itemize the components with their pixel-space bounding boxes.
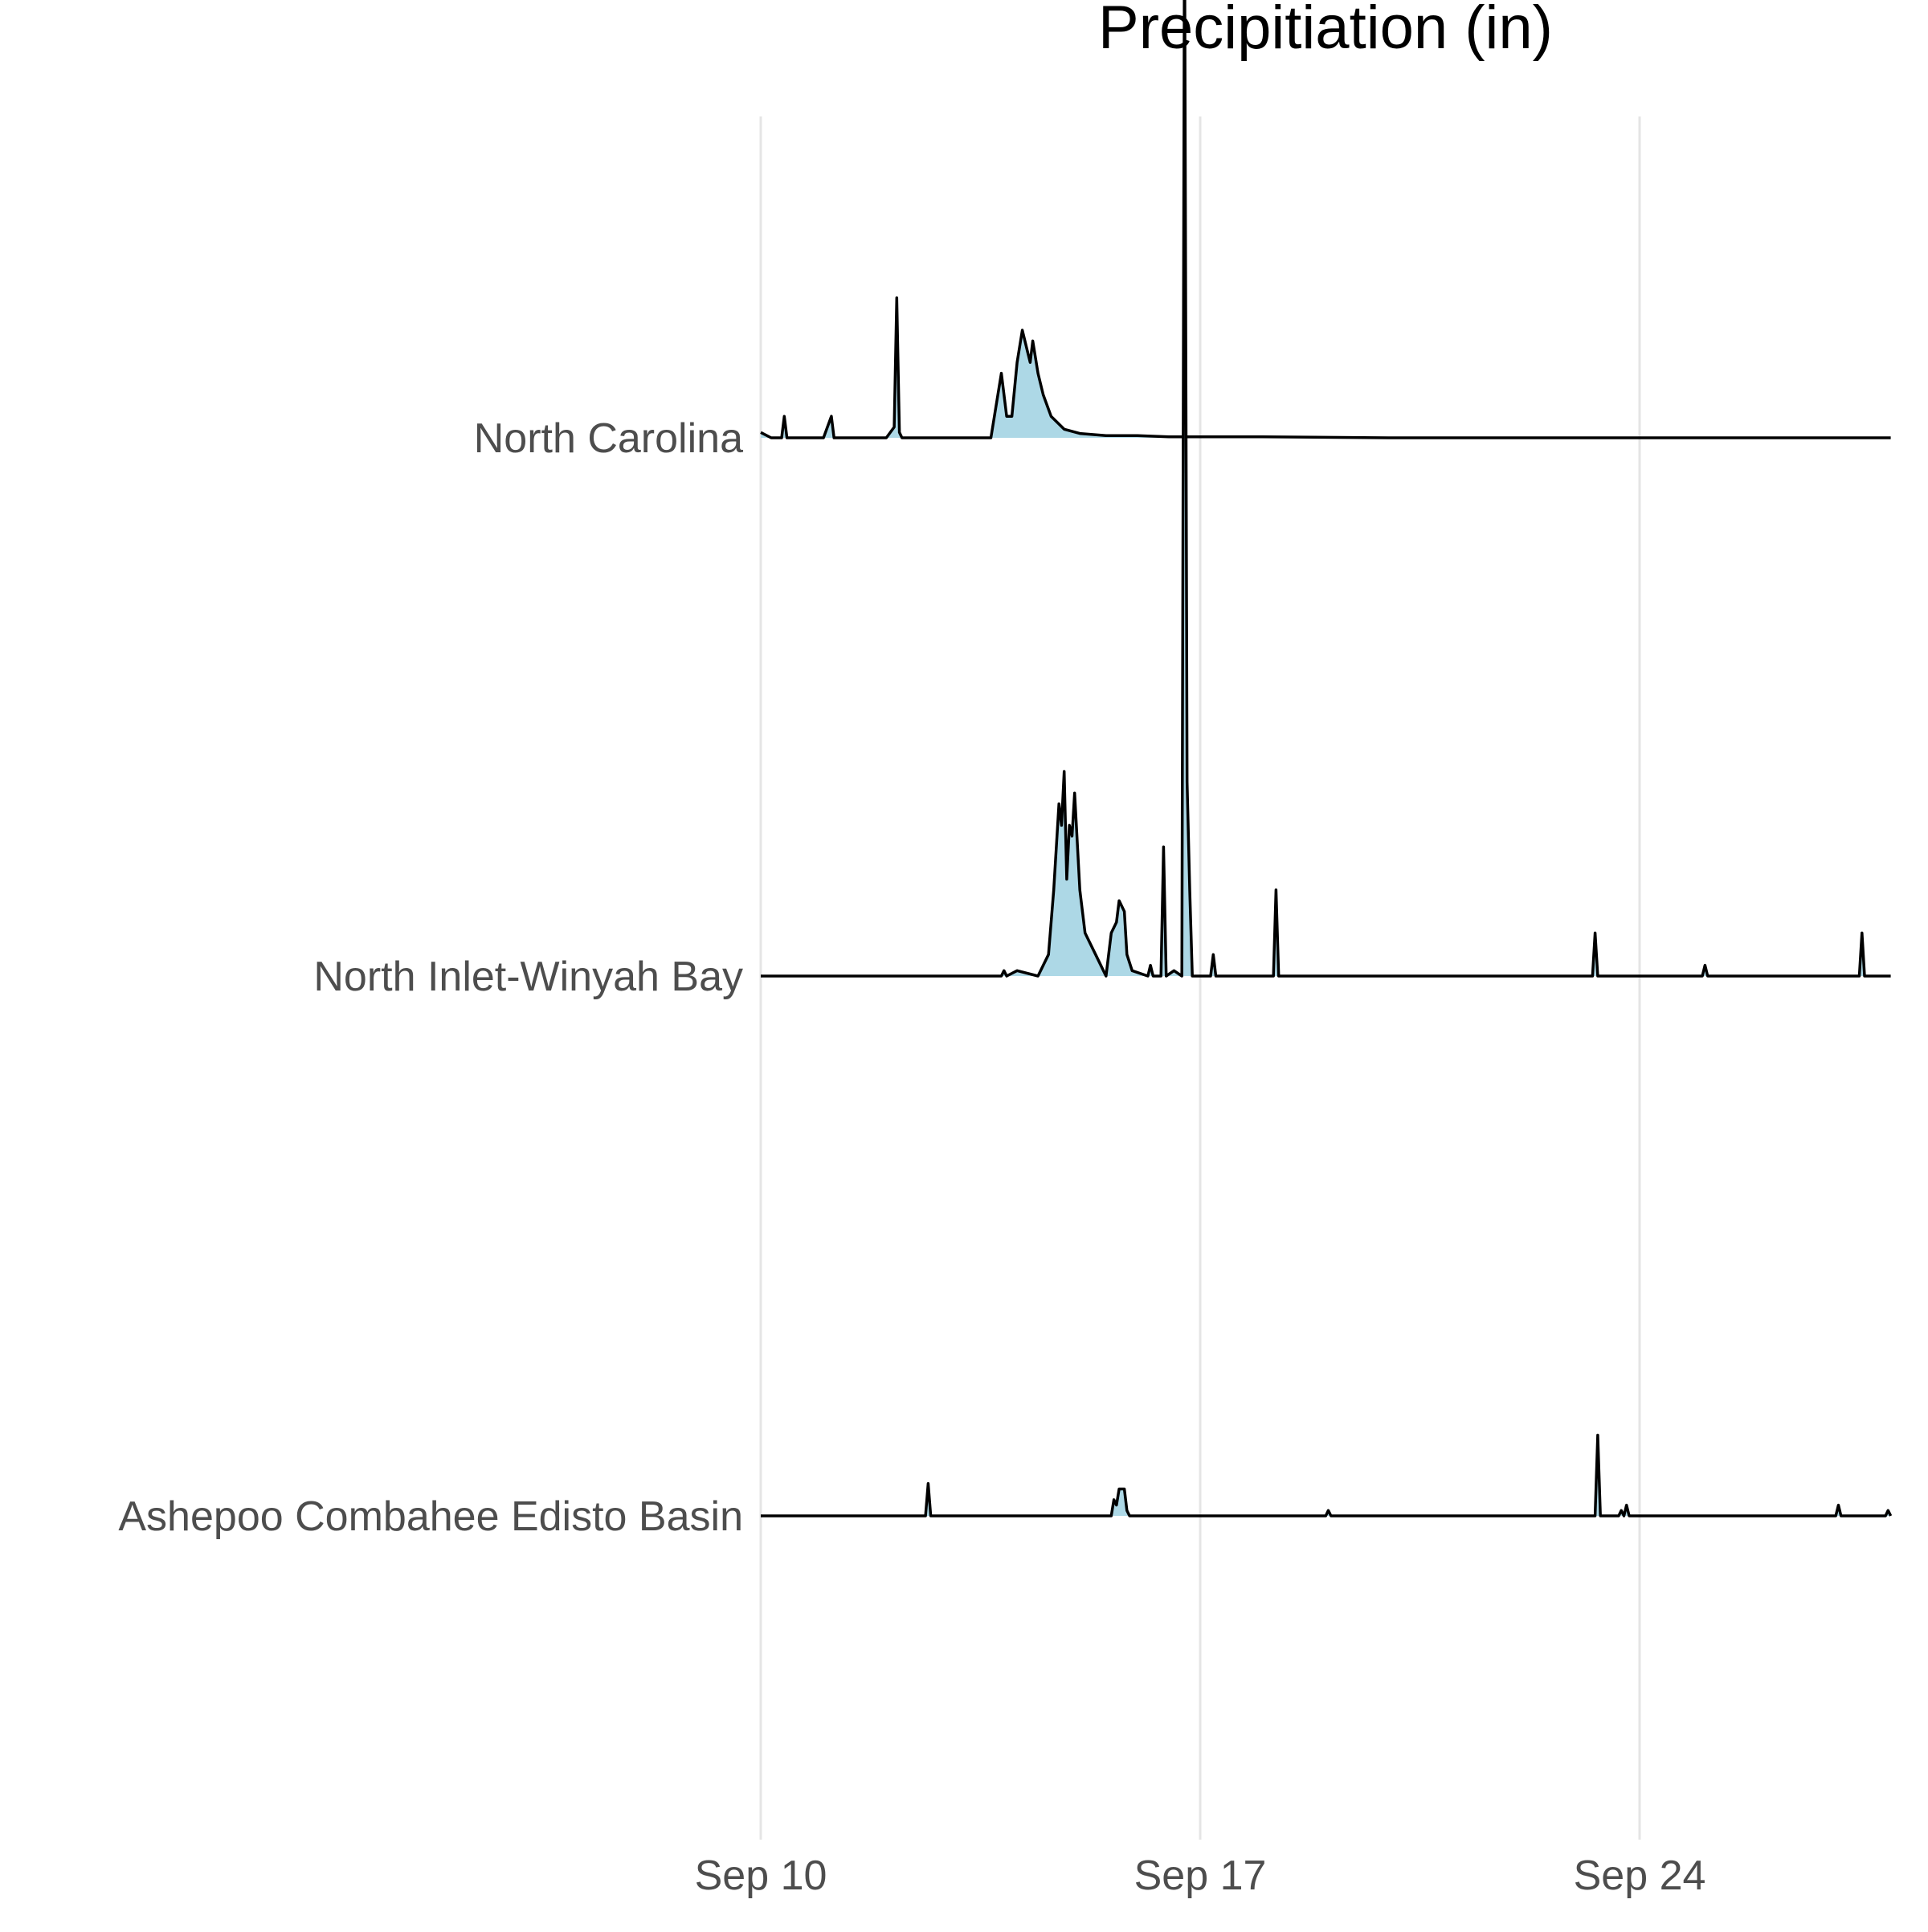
x-tick-label-1: Sep 17: [1134, 1852, 1267, 1899]
ridge-line-2: [761, 1433, 1893, 1517]
category-label-0: North Carolina: [474, 415, 743, 462]
x-tick-label-2: Sep 24: [1574, 1852, 1706, 1899]
ridge-line-0: [760, 296, 1891, 439]
ridge-area-0: [761, 297, 1891, 438]
grid-layer: [759, 116, 1641, 1840]
ridge-area-1: [761, 0, 1891, 976]
label-layer: Sep 10 Sep 17 Sep 24 North Carolina North In…: [118, 415, 1705, 1899]
ridge-layer: [760, 0, 1893, 1517]
chart-title: Precipitiation (in): [1098, 0, 1553, 62]
category-label-1: North Inlet-Winyah Bay: [313, 954, 743, 1000]
ridge-line-1: [761, 0, 1891, 978]
category-label-2: Ashepoo Combahee Edisto Basin: [118, 1493, 743, 1540]
x-tick-label-0: Sep 10: [695, 1852, 827, 1899]
